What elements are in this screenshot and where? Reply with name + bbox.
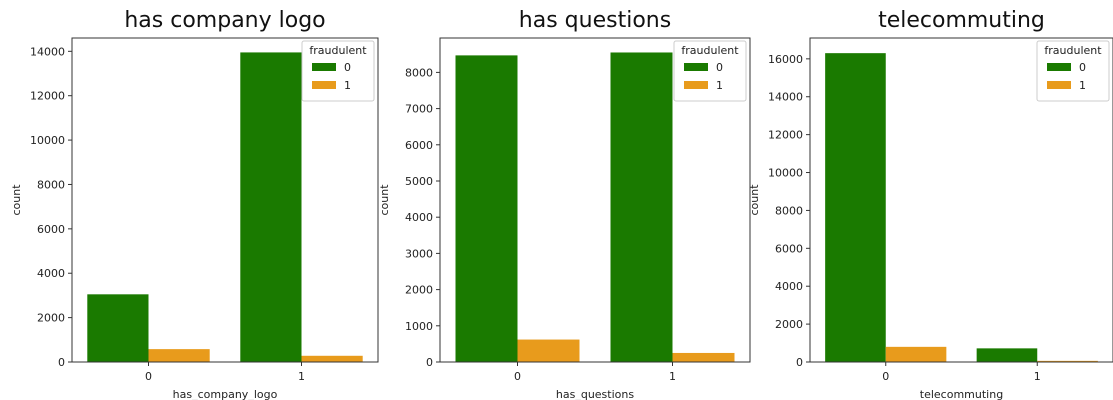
y-axis-label: count	[748, 184, 761, 216]
x-tick-label: 1	[1034, 370, 1041, 383]
y-tick-label: 8000	[405, 66, 433, 79]
y-tick-label: 6000	[37, 223, 65, 236]
bar-1-fraudulent-0	[610, 52, 673, 362]
y-tick-label: 6000	[775, 242, 803, 255]
bar-0-fraudulent-1	[517, 339, 580, 362]
y-tick-label: 16000	[768, 53, 803, 66]
legend-swatch-1	[312, 81, 336, 89]
legend-title: fraudulent	[681, 44, 739, 57]
y-tick-label: 1000	[405, 320, 433, 333]
x-axis-label: has_questions	[556, 388, 634, 400]
legend-label-1: 1	[716, 79, 723, 92]
chart-title: has company logo	[124, 8, 325, 33]
y-tick-label: 10000	[768, 167, 803, 180]
y-tick-label: 3000	[405, 247, 433, 260]
x-axis-label: telecommuting	[920, 388, 1003, 400]
legend-label-0: 0	[1079, 61, 1086, 74]
bar-0-fraudulent-1	[885, 346, 947, 362]
x-tick-label: 1	[669, 370, 676, 383]
y-axis-label: count	[10, 184, 23, 216]
legend-title: fraudulent	[309, 44, 367, 57]
legend-swatch-0	[312, 63, 336, 71]
bar-0-fraudulent-0	[825, 53, 886, 362]
axes-frame	[809, 37, 1113, 363]
legend: fraudulent 0 1	[673, 40, 747, 102]
legend-swatch-1	[1047, 81, 1071, 89]
bar-0-fraudulent-0	[87, 294, 149, 362]
bar-1-fraudulent-1	[672, 352, 735, 362]
x-axis-label: has_company_logo	[173, 388, 278, 400]
chart-title: telecommuting	[878, 8, 1045, 33]
x-tick-label: 1	[298, 370, 305, 383]
axes-frame	[439, 37, 751, 363]
bar-1-fraudulent-0	[240, 52, 302, 363]
bar-0-fraudulent-0	[455, 55, 518, 362]
bar-1-fraudulent-0	[976, 348, 1038, 362]
y-tick-label: 10000	[30, 134, 65, 147]
bar-1-fraudulent-1	[1037, 360, 1098, 362]
y-tick-label: 5000	[405, 175, 433, 188]
legend: fraudulent 0 1	[301, 40, 375, 102]
y-tick-label: 14000	[768, 91, 803, 104]
y-tick-label: 4000	[405, 211, 433, 224]
y-tick-label: 14000	[30, 45, 65, 58]
y-tick-label: 8000	[37, 178, 65, 191]
bar-0-fraudulent-1	[148, 349, 210, 362]
y-tick-label: 4000	[37, 267, 65, 280]
y-tick-label: 8000	[775, 204, 803, 217]
y-tick-label: 6000	[405, 139, 433, 152]
y-tick-label: 7000	[405, 103, 433, 116]
x-tick-label: 0	[882, 370, 889, 383]
legend-swatch-0	[1047, 63, 1071, 71]
chart-panel-2: 0 2000 4000 6000 8000 10000 12000 14000 16000 0 1 t…	[748, 8, 1113, 400]
legend-swatch-1	[684, 81, 708, 89]
axes-frame	[71, 37, 379, 363]
x-tick-label: 0	[145, 370, 152, 383]
y-tick-label: 0	[426, 356, 433, 369]
y-tick-label: 12000	[768, 129, 803, 142]
legend-label-0: 0	[344, 61, 351, 74]
y-tick-label: 2000	[405, 284, 433, 297]
y-tick-label: 12000	[30, 90, 65, 103]
chart-title: has questions	[519, 8, 671, 33]
y-tick-label: 0	[58, 356, 65, 369]
chart-panel-0: 0 2000 4000 6000 8000 10000 12000 14000 0 1 has_co…	[10, 8, 379, 400]
legend-title: fraudulent	[1044, 44, 1102, 57]
legend-label-1: 1	[344, 79, 351, 92]
legend-label-0: 0	[716, 61, 723, 74]
y-tick-label: 2000	[775, 318, 803, 331]
y-tick-label: 4000	[775, 280, 803, 293]
legend-swatch-0	[684, 63, 708, 71]
y-tick-label: 2000	[37, 312, 65, 325]
x-tick-label: 0	[514, 370, 521, 383]
chart-panel-1: 0 1000 2000 3000 4000 5000 6000 7000 8000 0 1 has_q…	[378, 8, 751, 400]
legend-label-1: 1	[1079, 79, 1086, 92]
y-tick-label: 0	[796, 356, 803, 369]
legend: fraudulent 0 1	[1036, 40, 1110, 102]
y-axis-label: count	[378, 184, 391, 216]
bar-1-fraudulent-1	[301, 355, 363, 362]
